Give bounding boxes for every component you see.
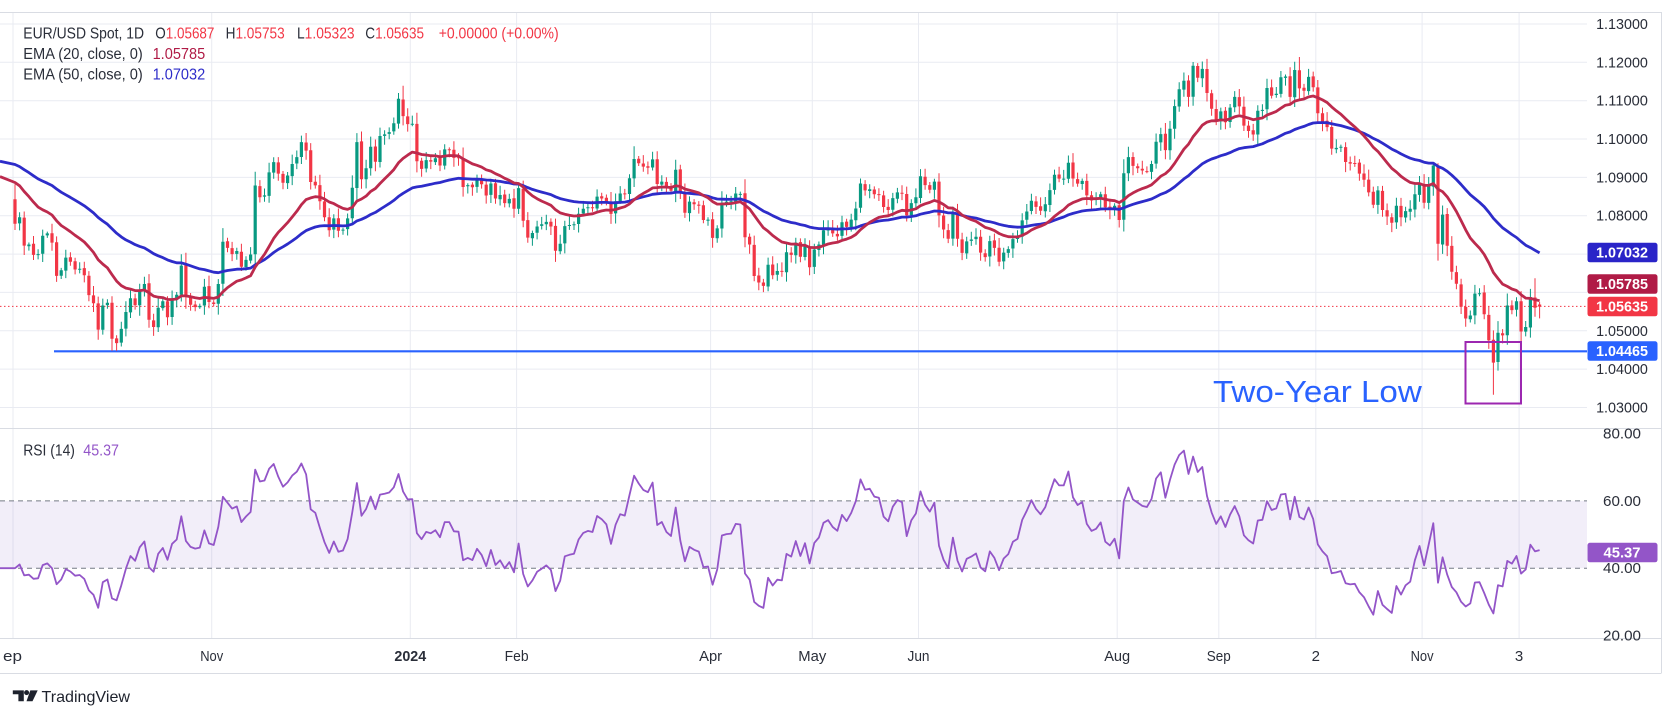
svg-text:Feb: Feb — [505, 648, 529, 665]
svg-text:1.05785: 1.05785 — [153, 46, 206, 63]
svg-text:RSI (14): RSI (14) — [23, 442, 75, 459]
svg-text:20.00: 20.00 — [1603, 627, 1641, 644]
svg-text:1.13000: 1.13000 — [1596, 16, 1648, 33]
svg-text:1.07032: 1.07032 — [1596, 246, 1648, 262]
svg-text:Aug: Aug — [1104, 648, 1130, 665]
svg-text:Nov: Nov — [200, 648, 223, 665]
svg-text:1.10000: 1.10000 — [1596, 131, 1648, 148]
svg-text:1.09000: 1.09000 — [1596, 169, 1648, 186]
svg-text:80.00: 80.00 — [1603, 426, 1641, 443]
svg-text:EMA (20, close, 0): EMA (20, close, 0) — [23, 46, 143, 63]
svg-text:ep: ep — [3, 648, 22, 665]
svg-text:2024: 2024 — [394, 648, 426, 665]
svg-text:EMA (50, close, 0): EMA (50, close, 0) — [23, 67, 143, 84]
svg-text:1.03000: 1.03000 — [1596, 400, 1648, 417]
svg-text:40.00: 40.00 — [1603, 560, 1641, 577]
svg-text:May: May — [798, 648, 826, 665]
svg-text:TradingView: TradingView — [42, 689, 131, 706]
svg-text:2: 2 — [1312, 648, 1320, 665]
svg-text:1.05635: 1.05635 — [1596, 300, 1648, 316]
svg-text:+0.00000 (+0.00%): +0.00000 (+0.00%) — [439, 25, 559, 42]
svg-text:Two-Year Low: Two-Year Low — [1213, 374, 1422, 409]
svg-text:1.11000: 1.11000 — [1596, 93, 1648, 110]
svg-text:1.05000: 1.05000 — [1596, 323, 1648, 340]
svg-text:C1.05635: C1.05635 — [365, 25, 424, 42]
svg-text:O1.05687: O1.05687 — [155, 25, 214, 42]
svg-text:60.00: 60.00 — [1603, 493, 1641, 510]
svg-text:Apr: Apr — [699, 648, 722, 665]
svg-text:1.04465: 1.04465 — [1596, 344, 1648, 360]
svg-text:3: 3 — [1515, 648, 1523, 665]
svg-text:L1.05323: L1.05323 — [297, 25, 355, 42]
svg-text:1.12000: 1.12000 — [1596, 54, 1648, 71]
svg-text:1.07032: 1.07032 — [153, 67, 206, 84]
svg-text:1.05785: 1.05785 — [1596, 277, 1648, 293]
svg-text:45.37: 45.37 — [1604, 546, 1641, 562]
svg-text:EUR/USD Spot, 1D: EUR/USD Spot, 1D — [23, 25, 144, 42]
svg-text:H1.05753: H1.05753 — [226, 25, 285, 42]
svg-text:Sep: Sep — [1207, 648, 1231, 665]
svg-text:Jun: Jun — [908, 648, 930, 665]
svg-text:1.04000: 1.04000 — [1596, 361, 1648, 378]
svg-text:Nov: Nov — [1411, 648, 1434, 665]
svg-text:45.37: 45.37 — [83, 442, 119, 459]
svg-text:1.08000: 1.08000 — [1596, 208, 1648, 225]
